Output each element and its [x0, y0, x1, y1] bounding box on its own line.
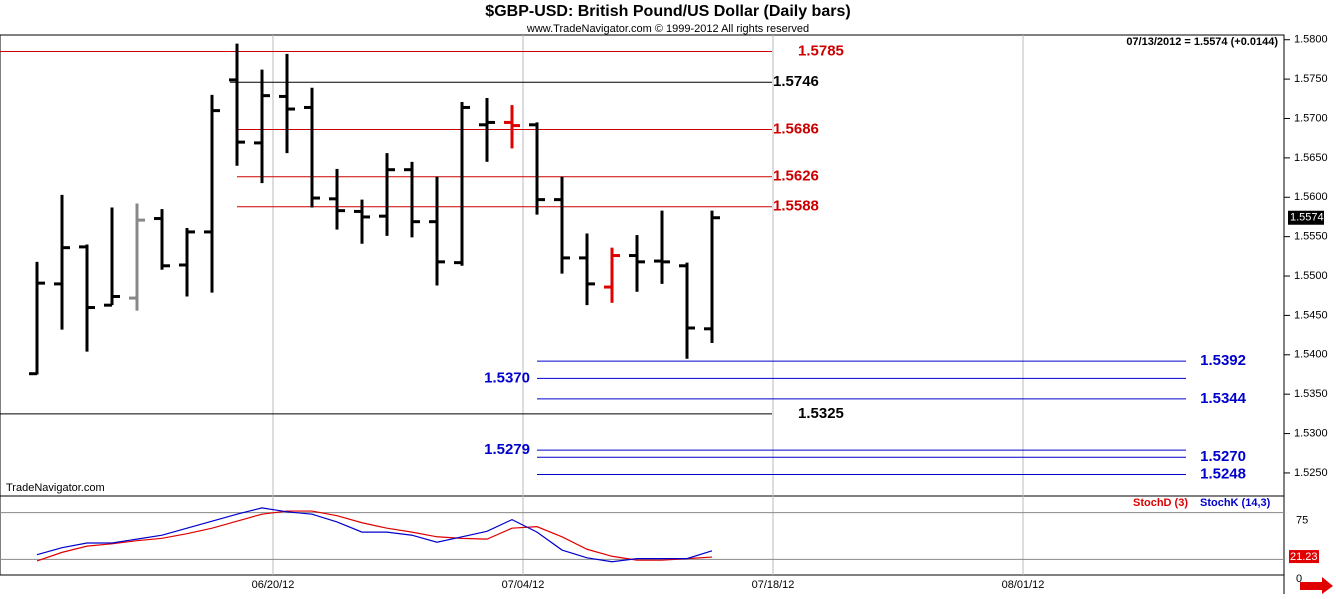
y-tick-label: 1.5750	[1294, 73, 1328, 85]
y-tick-label: 0	[1296, 573, 1302, 585]
x-tick-label: 08/01/12	[1002, 579, 1045, 591]
level-label: 1.5392	[1200, 352, 1246, 369]
x-tick-label: 07/18/12	[752, 579, 795, 591]
x-tick-label: 06/20/12	[252, 579, 295, 591]
level-label: 1.5785	[798, 43, 844, 60]
level-label: 1.5686	[773, 120, 819, 137]
y-tick-label: 1.5550	[1294, 231, 1328, 243]
y-tick-label: 75	[1296, 514, 1308, 526]
level-label: 1.5279	[484, 441, 530, 458]
level-label: 1.5325	[798, 405, 844, 422]
y-tick-label: 1.5600	[1294, 191, 1328, 203]
watermark: TradeNavigator.com	[6, 482, 105, 494]
last-label: 21.23	[1290, 551, 1318, 563]
last-box	[1289, 550, 1319, 564]
stoch-line	[36, 507, 713, 563]
y-tick-label: 1.5500	[1294, 270, 1328, 282]
level-label: 1.5626	[773, 168, 819, 185]
y-tick-label: 1.5400	[1294, 349, 1328, 361]
y-tick-label: 1.5650	[1294, 152, 1328, 164]
level-label: 1.5370	[484, 369, 530, 386]
stoch-line	[36, 510, 713, 562]
plot-frame	[0, 34, 1285, 576]
legend-entry: StochD (3)	[1133, 497, 1188, 509]
y-tick-label: 1.5450	[1294, 309, 1328, 321]
scroll-arrow[interactable]	[1300, 577, 1333, 594]
legend-entry: StochK (14,3)	[1200, 497, 1271, 509]
y-tick-label: 1.5250	[1294, 467, 1328, 479]
level-label: 1.5344	[1200, 390, 1247, 407]
level-label: 1.5270	[1200, 448, 1246, 465]
y-tick-label: 1.5300	[1294, 427, 1328, 439]
chart-title: $GBP-USD: British Pound/US Dollar (Daily…	[485, 3, 850, 20]
level-label: 1.5588	[773, 198, 819, 215]
y-tick-label: 1.5800	[1294, 34, 1328, 46]
last-label: 1.5574	[1290, 212, 1324, 224]
y-tick-label: 1.5700	[1294, 112, 1328, 124]
last-box	[1288, 210, 1324, 225]
info: 07/13/2012 = 1.5574 (+0.0144)	[1126, 36, 1278, 48]
level-label: 1.5746	[773, 73, 819, 90]
level-label: 1.5248	[1200, 465, 1246, 482]
subtitle: www.TradeNavigator.com © 1999-2012 All r…	[526, 23, 809, 35]
x-tick-label: 07/04/12	[502, 579, 545, 591]
y-tick-label: 1.5350	[1294, 388, 1328, 400]
